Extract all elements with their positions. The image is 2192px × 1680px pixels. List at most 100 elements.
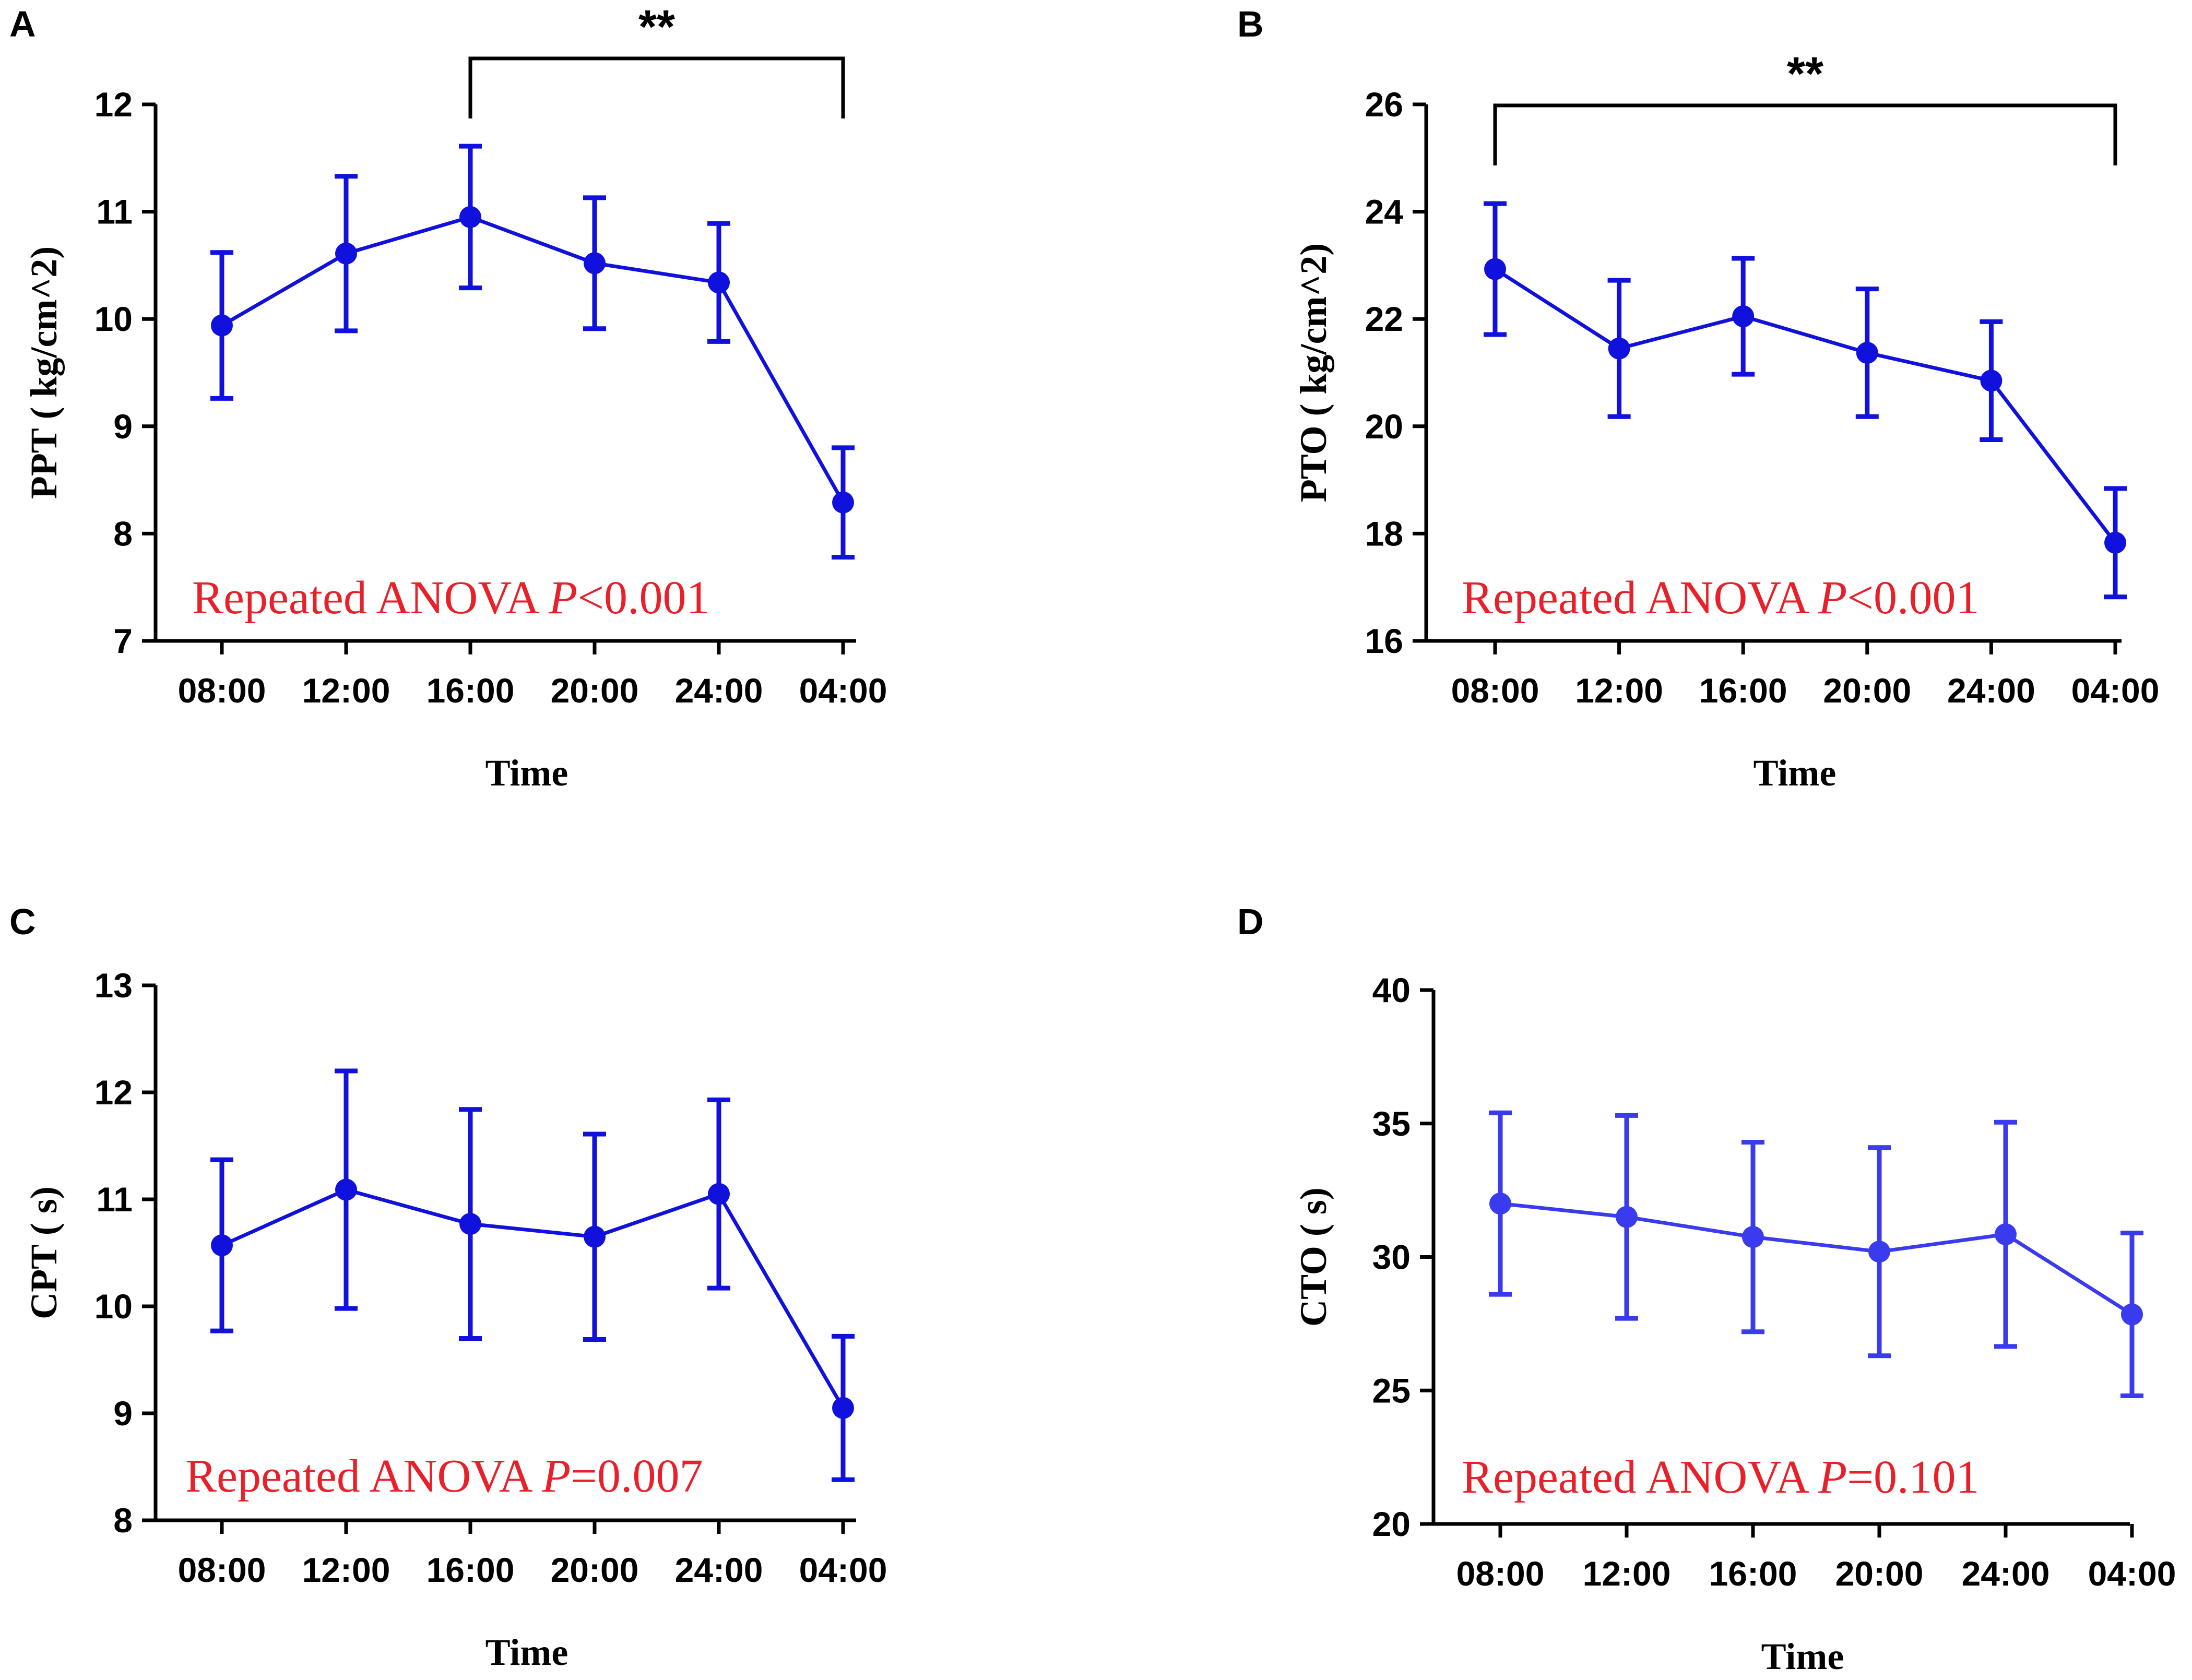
x-axis-title: Time [1753, 752, 1836, 794]
y-axis-title: PPT ( kg/cm^2) [23, 246, 65, 499]
data-point [832, 491, 854, 514]
y-tick-label: 26 [1365, 85, 1403, 124]
x-tick-label: 08:00 [178, 1551, 266, 1589]
x-tick-label: 12:00 [1583, 1554, 1671, 1593]
y-tick-label: 30 [1372, 1238, 1411, 1277]
data-point [1980, 370, 2003, 392]
panel-letter: B [1237, 4, 1264, 44]
anova-annotation: Repeated ANOVA P<0.001 [1462, 572, 1980, 624]
significance-bracket [468, 56, 845, 118]
y-tick-label: 8 [113, 1501, 133, 1540]
anova-p-symbol: P [548, 572, 577, 624]
anova-prefix: Repeated ANOVA [192, 572, 549, 624]
series-line [221, 1188, 845, 1409]
anova-p-value: =0.101 [1847, 1451, 1979, 1503]
data-point [335, 1178, 357, 1201]
y-tick-label: 20 [1372, 1505, 1411, 1543]
y-tick-label: 10 [94, 1287, 133, 1326]
panel-letter: C [9, 901, 36, 942]
x-tick-label: 20:00 [551, 1551, 639, 1589]
x-tick-label: 04:00 [2071, 671, 2160, 710]
x-axis-title: Time [1761, 1636, 1844, 1677]
chart-panel-c: C 8 9 10 11 12 13 08:00 12:00 16:00 20:00 24:00 04:0… [9, 901, 887, 1673]
data-point [211, 1234, 233, 1257]
data-point [1616, 1206, 1638, 1228]
chart-panel-a: A 7 8 9 10 11 12 08:00 12:00 16:00 20:00 24:00 04:00… [9, 1, 887, 794]
data-point [1995, 1223, 2017, 1246]
y-tick-label: 9 [113, 1394, 133, 1433]
series-line [1494, 267, 2117, 544]
y-tick-label: 16 [1365, 622, 1403, 660]
y-tick-label: 40 [1372, 971, 1411, 1009]
y-tick-label: 35 [1372, 1104, 1411, 1143]
x-tick-label: 12:00 [1575, 671, 1663, 710]
data-point [1489, 1193, 1511, 1215]
significance-bracket [1493, 103, 2117, 165]
x-tick-label: 16:00 [1699, 671, 1787, 710]
data-point [459, 1213, 481, 1235]
data-point [2121, 1303, 2143, 1326]
data-point [708, 1183, 730, 1205]
y-axis-title: CPT ( s) [23, 1186, 65, 1319]
x-tick-label: 04:00 [799, 671, 887, 710]
y-tick-label: 12 [94, 85, 133, 124]
data-point [1732, 305, 1755, 328]
x-tick-label: 20:00 [551, 671, 639, 710]
anova-prefix: Repeated ANOVA [185, 1450, 542, 1502]
anova-p-value: <0.001 [1847, 572, 1979, 624]
data-point [1868, 1241, 1890, 1263]
x-tick-label: 12:00 [302, 1551, 390, 1589]
x-tick-label: 24:00 [1947, 671, 2035, 710]
panel-letter: A [9, 4, 36, 44]
data-point [584, 252, 606, 275]
x-tick-label: 20:00 [1835, 1554, 1924, 1593]
y-tick-label: 9 [113, 407, 133, 446]
anova-p-symbol: P [1818, 572, 1847, 624]
anova-p-value: <0.001 [577, 572, 709, 624]
x-axis-title: Time [485, 1631, 568, 1673]
x-tick-label: 08:00 [1456, 1554, 1545, 1593]
y-tick-label: 11 [96, 1180, 133, 1219]
data-point [708, 271, 730, 294]
x-tick-label: 16:00 [1709, 1554, 1797, 1593]
anova-annotation: Repeated ANOVA P=0.101 [1462, 1451, 1980, 1503]
x-axis-title: Time [485, 752, 568, 794]
significance-label: ** [638, 1, 675, 53]
y-axis-title: CTO ( s) [1293, 1187, 1334, 1327]
x-tick-label: 04:00 [2088, 1554, 2176, 1593]
panel-letter: D [1237, 901, 1264, 942]
data-point [1856, 341, 1878, 364]
x-tick-label: 08:00 [1451, 671, 1539, 710]
data-point [1742, 1226, 1764, 1248]
data-point [335, 242, 357, 265]
data-point [211, 314, 233, 337]
y-tick-label: 11 [96, 193, 133, 231]
anova-annotation: Repeated ANOVA P<0.001 [192, 572, 710, 624]
series-line [221, 215, 845, 504]
anova-p-value: =0.007 [571, 1450, 703, 1502]
x-tick-label: 16:00 [426, 671, 515, 710]
y-tick-label: 24 [1365, 193, 1404, 231]
chart-panel-b: B 16 18 20 22 24 26 08:00 12:00 16:00 20:00 24:00 04… [1237, 4, 2159, 794]
data-point [2104, 531, 2126, 554]
significance-label: ** [1787, 48, 1823, 100]
chart-panel-d: D 20 25 30 35 40 08:00 12:00 16:00 20:00 24:00 04:0… [1237, 901, 2176, 1677]
anova-p-symbol: P [1818, 1451, 1847, 1503]
x-tick-label: 24:00 [675, 1551, 763, 1589]
data-point [459, 206, 481, 228]
y-tick-label: 13 [94, 966, 133, 1005]
anova-prefix: Repeated ANOVA [1462, 1451, 1818, 1503]
data-point [832, 1397, 854, 1419]
x-tick-label: 16:00 [426, 1551, 515, 1589]
y-tick-label: 8 [113, 514, 133, 553]
y-tick-label: 25 [1372, 1371, 1411, 1410]
x-tick-label: 08:00 [178, 671, 266, 710]
x-tick-label: 04:00 [799, 1551, 887, 1589]
data-point [1608, 337, 1630, 360]
anova-p-symbol: P [541, 1450, 571, 1502]
data-point [1484, 258, 1506, 280]
series-line [1500, 1201, 2133, 1316]
x-tick-label: 20:00 [1823, 671, 1911, 710]
y-tick-label: 18 [1365, 514, 1403, 553]
